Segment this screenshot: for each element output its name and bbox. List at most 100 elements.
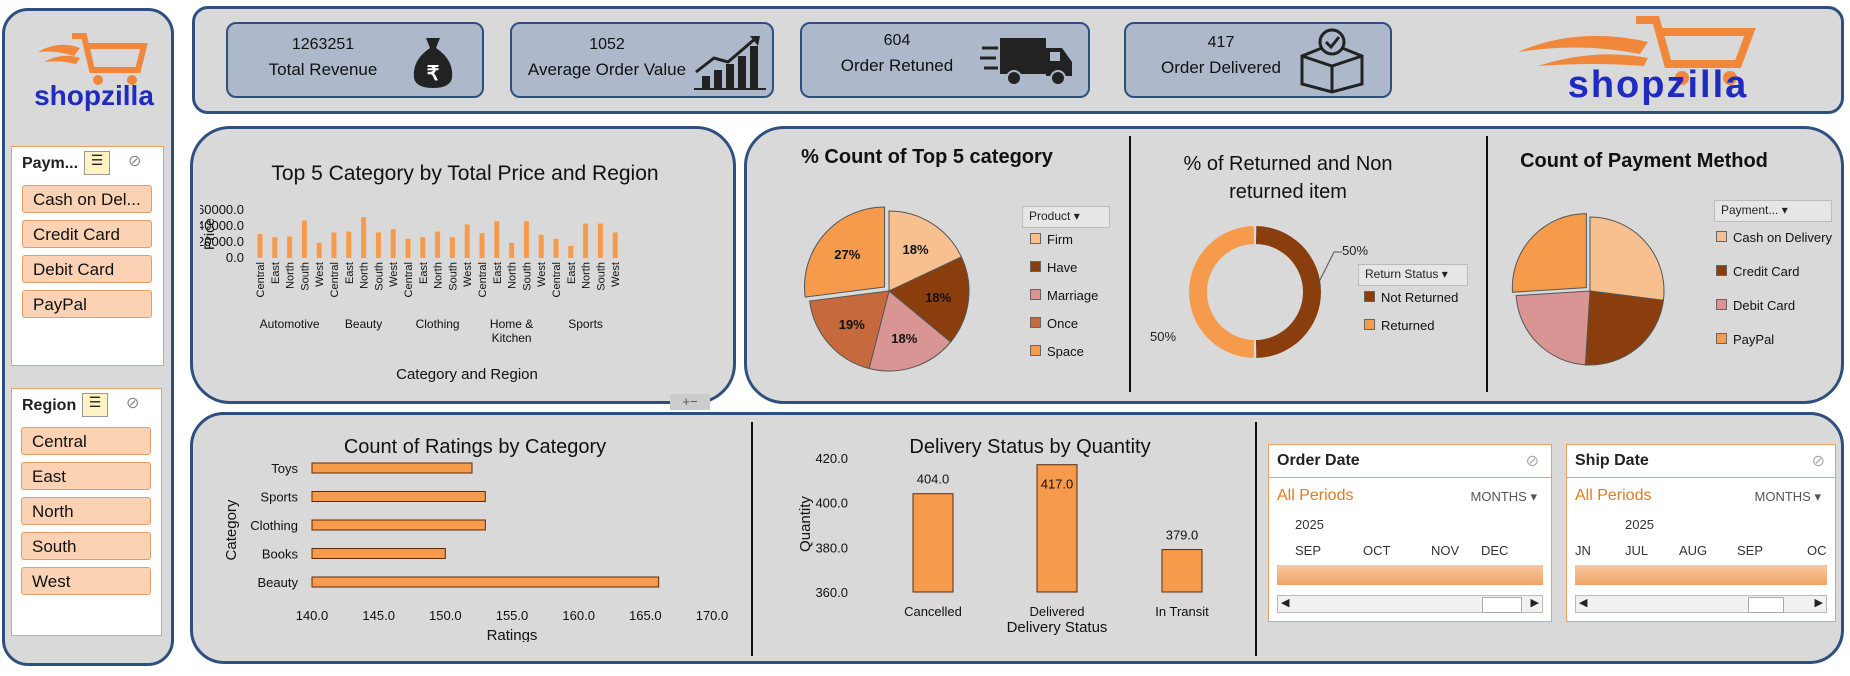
product-legend-filter[interactable]: Product ▾ — [1022, 206, 1110, 228]
divider — [1255, 422, 1257, 656]
payment-pie-chart — [1511, 213, 1665, 366]
zoom-controls[interactable]: +− — [670, 394, 710, 410]
kpi-order-returned: 604 Order Retuned — [800, 22, 1090, 98]
data-label: 50% — [1342, 243, 1369, 258]
bar — [331, 232, 337, 258]
y-tick-label: 0.0 — [226, 250, 244, 265]
x-tick-label: 140.0 — [296, 608, 329, 623]
clear-filter-icon[interactable]: ⊘ — [126, 395, 140, 412]
svg-text:₹: ₹ — [427, 63, 440, 85]
timeline-scrollbar[interactable]: ◀ ▶ — [1277, 595, 1543, 613]
group-label: Kitchen — [492, 331, 532, 345]
slicer-item-paypal[interactable]: PayPal — [22, 290, 152, 318]
kpi-value: 1052 — [589, 36, 625, 53]
kpi-label: Average Order Value — [527, 60, 687, 79]
legend-swatch — [1030, 233, 1041, 244]
slicer-item-central[interactable]: Central — [21, 427, 151, 455]
x-tick-label: 170.0 — [696, 608, 729, 623]
kpi-value: 1263251 — [291, 36, 355, 53]
year-label: 2025 — [1625, 517, 1654, 532]
y-tick-label: Beauty — [258, 575, 299, 590]
delivery-truck-icon — [980, 38, 1072, 86]
category-pie-chart: 18% 18% 18% 19% 27% — [804, 206, 970, 372]
slicer-item-east[interactable]: East — [21, 462, 151, 490]
legend-item: PayPal — [1716, 332, 1774, 347]
timeline-scrollbar[interactable]: ◀ ▶ — [1575, 595, 1827, 613]
legend-swatch — [1716, 299, 1727, 310]
legend-swatch — [1030, 345, 1041, 356]
bar — [311, 519, 486, 531]
time-level-dropdown[interactable]: MONTHS ▾ — [1754, 489, 1821, 504]
return-status-legend-filter[interactable]: Return Status ▾ — [1358, 264, 1468, 286]
x-tick-label: North — [581, 262, 593, 289]
group-label: Clothing — [416, 317, 460, 331]
growth-chart-icon — [694, 36, 766, 90]
ratings-bar-chart: Category Toys Sports Clothing Books Beauty 140… — [223, 461, 729, 642]
pie-slice — [868, 290, 952, 372]
legend-swatch — [1364, 319, 1375, 330]
slicer-item-south[interactable]: South — [21, 532, 151, 560]
timeline-bar[interactable] — [1277, 565, 1543, 585]
category-region-panel — [190, 126, 736, 404]
slicer-item-west[interactable]: West — [21, 567, 151, 595]
payment-legend-filter[interactable]: Payment... ▾ — [1714, 200, 1832, 222]
multi-select-icon[interactable]: ☰ — [84, 151, 110, 175]
bar — [449, 237, 455, 258]
legend-item: Returned — [1364, 318, 1434, 333]
slicer-item-cash-on-delivery[interactable]: Cash on Del... — [22, 185, 152, 213]
pie-slice — [1515, 290, 1591, 366]
return-status-donut-chart — [1188, 226, 1322, 358]
timeline-header: Order Date — [1277, 452, 1360, 469]
delivered-box-icon — [1300, 28, 1364, 94]
x-tick-label: East — [344, 262, 356, 284]
slicer-item-debit-card[interactable]: Debit Card — [22, 255, 152, 283]
delivery-status-bar-chart: 420.0 400.0 380.0 360.0 Quantity 404.0 Cancell… — [797, 451, 1209, 636]
x-tick-label: North — [507, 262, 519, 289]
slicer-item-north[interactable]: North — [21, 497, 151, 525]
bar — [553, 238, 559, 258]
bar — [346, 231, 352, 258]
bar — [257, 234, 263, 258]
chart-title: % of Returned and Non returned item — [1183, 153, 1393, 203]
kpi-total-revenue: 1263251 Total Revenue ₹ — [226, 22, 484, 98]
group-label: Home & — [490, 317, 533, 331]
pie-slice — [888, 210, 963, 292]
x-tick-label: West — [610, 262, 622, 287]
bar — [568, 246, 574, 258]
x-tick-label: West — [314, 262, 326, 287]
x-tick-label: East — [418, 262, 430, 284]
y-tick-label: 20000.0 — [200, 234, 244, 249]
month-label: JUL — [1625, 543, 1649, 558]
chart-title: Count of Payment Method — [1520, 150, 1768, 172]
bar — [464, 224, 470, 258]
bar — [479, 233, 485, 258]
group-label: Sports — [568, 317, 603, 331]
y-axis-title: Quantity — [797, 496, 814, 552]
x-tick-label: Central — [403, 262, 415, 297]
clear-filter-icon[interactable]: ⊘ — [128, 153, 142, 170]
all-periods-label: All Periods — [1575, 487, 1652, 504]
slicer-item-credit-card[interactable]: Credit Card — [22, 220, 152, 248]
order-date-timeline: Order Date ⊘ All Periods MONTHS ▾ 2025 S… — [1268, 444, 1552, 622]
brand-name: shopzilla — [34, 80, 154, 111]
timeline-bar[interactable] — [1575, 565, 1827, 585]
legend-swatch — [1716, 265, 1727, 276]
x-tick-label: 145.0 — [362, 608, 395, 623]
legend-item: Once — [1030, 316, 1078, 331]
multi-select-icon[interactable]: ☰ — [82, 393, 108, 417]
x-tick-label: Cancelled — [904, 604, 962, 619]
y-tick-label: 40000.0 — [200, 218, 244, 233]
chart-title: Top 5 Category by Total Price and Region — [271, 162, 659, 185]
bar — [523, 221, 529, 258]
bar — [1036, 464, 1078, 593]
time-level-dropdown[interactable]: MONTHS ▾ — [1470, 489, 1537, 504]
x-tick-label: East — [566, 262, 578, 284]
legend-item: Marriage — [1030, 288, 1098, 303]
clear-filter-icon[interactable]: ⊘ — [1525, 453, 1539, 470]
group-label: Beauty — [345, 317, 382, 331]
kpi-value: 417 — [1207, 34, 1235, 51]
ship-date-timeline: Ship Date ⊘ All Periods MONTHS ▾ 2025 JN… — [1566, 444, 1836, 622]
x-tick-label: West — [462, 262, 474, 287]
legend-item: Firm — [1030, 232, 1073, 247]
clear-filter-icon[interactable]: ⊘ — [1811, 453, 1825, 470]
